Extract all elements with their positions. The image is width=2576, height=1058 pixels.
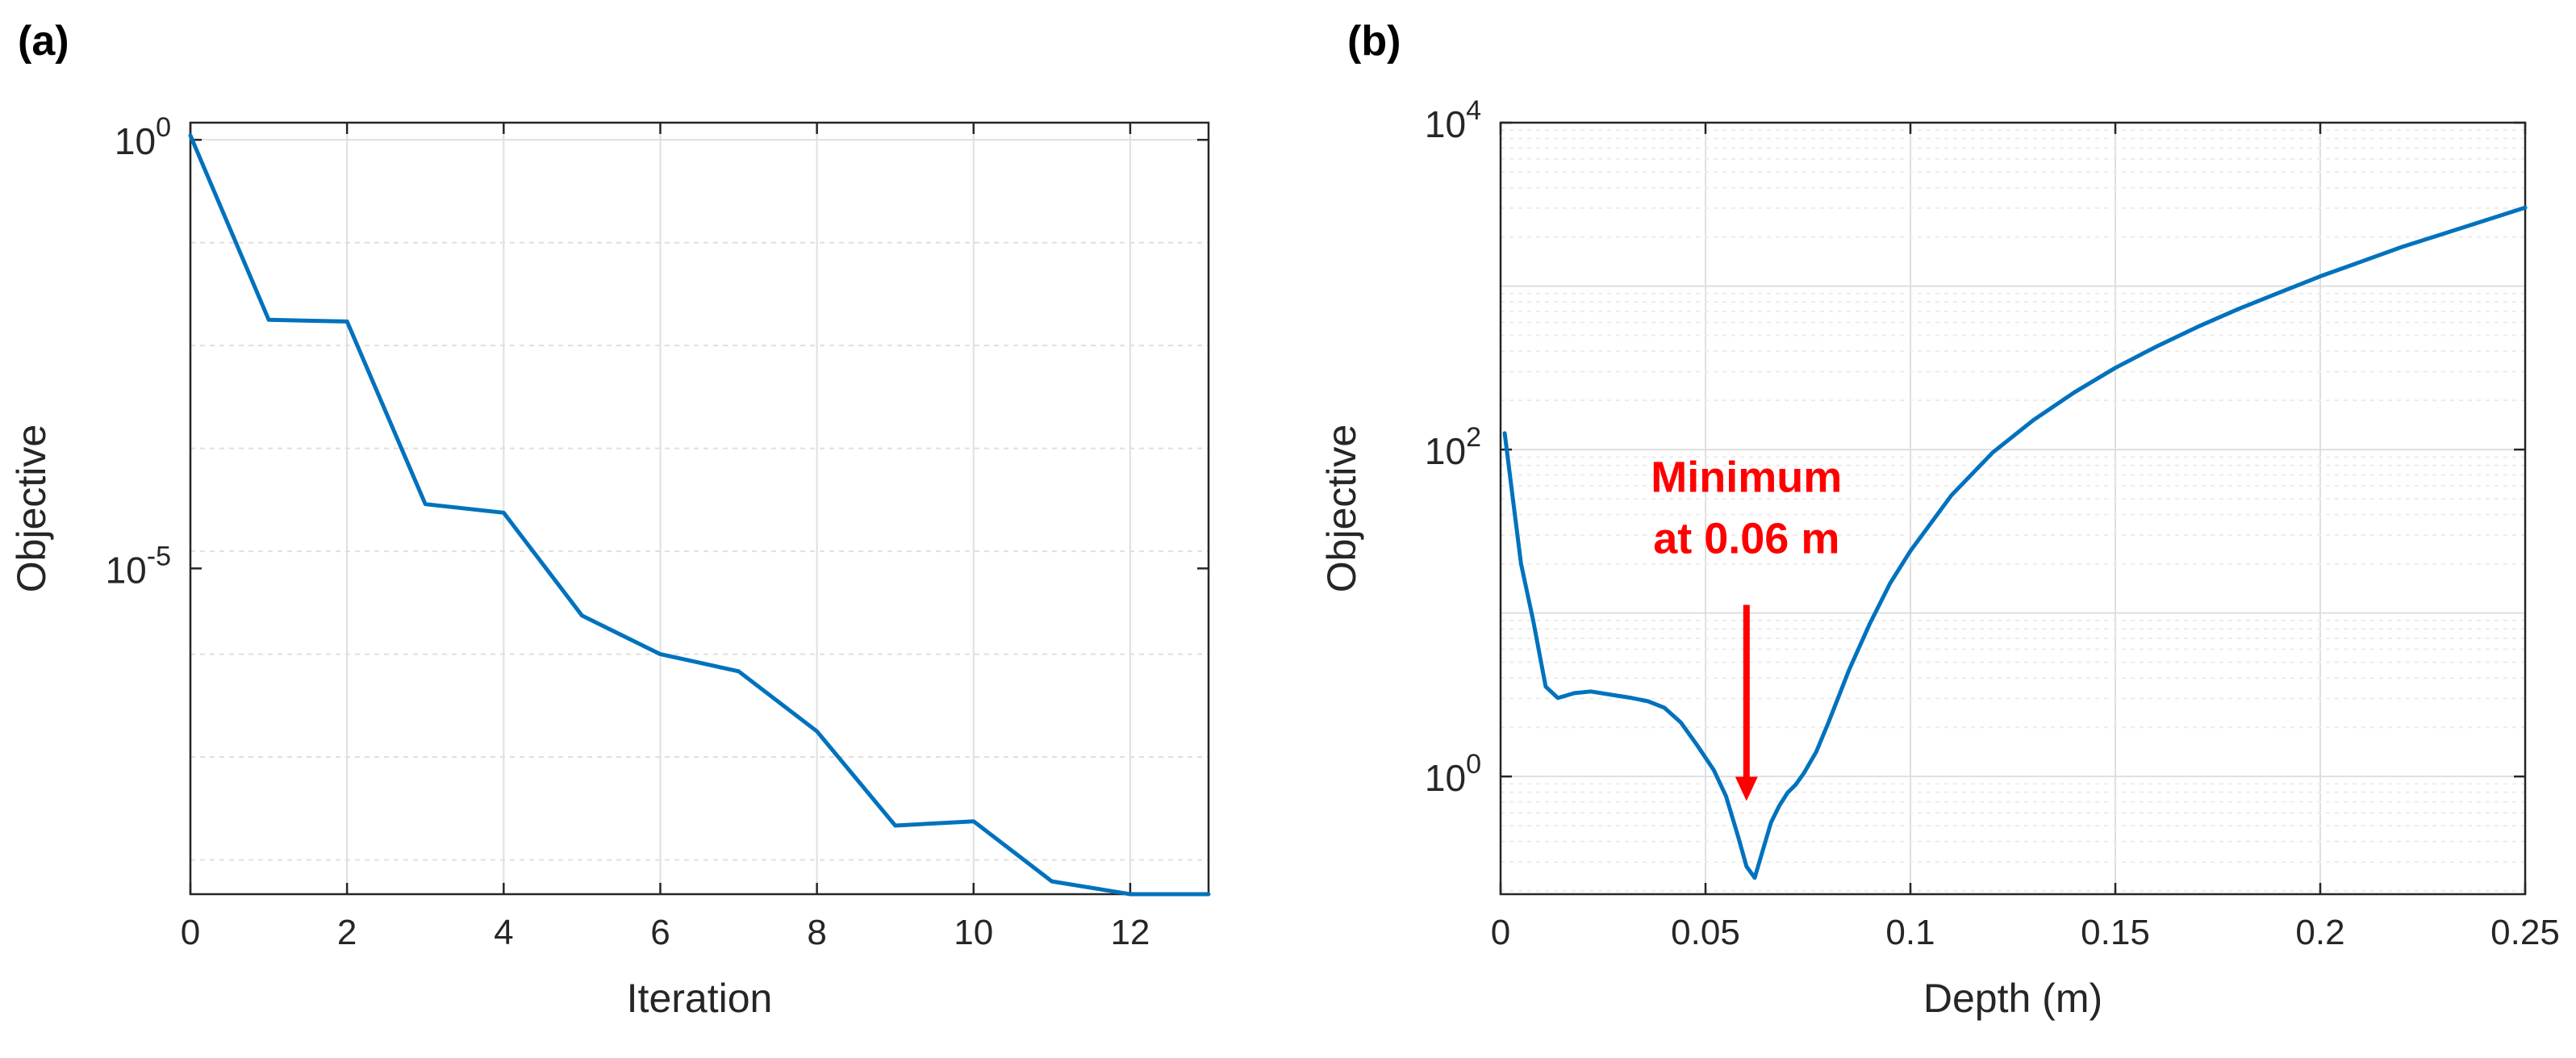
x-tick-label: 10	[954, 913, 993, 952]
annotation-line-1: Minimum	[1651, 454, 1842, 502]
x-tick-label: 0.15	[2081, 913, 2150, 952]
y-tick-exponent: 4	[1466, 95, 1481, 126]
annotation-arrow-head	[1735, 776, 1758, 801]
x-tick-label: 0.25	[2490, 913, 2560, 952]
y-tick-exponent: 0	[156, 112, 171, 143]
x-tick-label: 12	[1110, 913, 1150, 952]
y-tick-exponent: 2	[1466, 422, 1481, 453]
y-axis-title: Objective	[1319, 424, 1364, 592]
x-tick-label: 0	[1491, 913, 1510, 952]
x-tick-label: 4	[494, 913, 513, 952]
y-tick-label: 102	[1425, 422, 1481, 472]
y-tick-label: 104	[1425, 95, 1481, 145]
x-tick-label: 0	[181, 913, 200, 952]
axes-box	[189, 121, 1210, 896]
series-line	[188, 133, 1211, 897]
series-line	[1502, 205, 2528, 880]
y-tick-label: 100	[1425, 749, 1481, 799]
y-tick-base: 10	[1425, 103, 1466, 145]
x-tick-label: 0.2	[2295, 913, 2344, 952]
x-tick-label: 2	[337, 913, 357, 952]
y-axis-title: Objective	[9, 424, 54, 592]
x-tick-label: 8	[807, 913, 826, 952]
y-tick-base: 10	[1425, 430, 1466, 472]
x-axis-title: Depth (m)	[1923, 976, 2102, 1021]
y-tick-label: 100	[115, 112, 171, 162]
y-tick-base: 10	[115, 120, 156, 162]
x-tick-label: 0.1	[1885, 913, 1935, 952]
x-tick-label: 0.05	[1671, 913, 1740, 952]
y-tick-exponent: -5	[147, 541, 171, 571]
x-tick-label: 6	[650, 913, 670, 952]
axes-box	[1499, 121, 2527, 896]
panel-label: (a)	[18, 18, 69, 65]
x-axis-title: Iteration	[627, 976, 773, 1021]
annotation-line-2: at 0.06 m	[1653, 515, 1839, 563]
panel-label: (b)	[1347, 18, 1401, 65]
y-tick-base: 10	[106, 549, 147, 591]
y-tick-exponent: 0	[1466, 749, 1481, 780]
y-tick-label: 10-5	[106, 541, 171, 591]
y-tick-base: 10	[1425, 757, 1466, 799]
